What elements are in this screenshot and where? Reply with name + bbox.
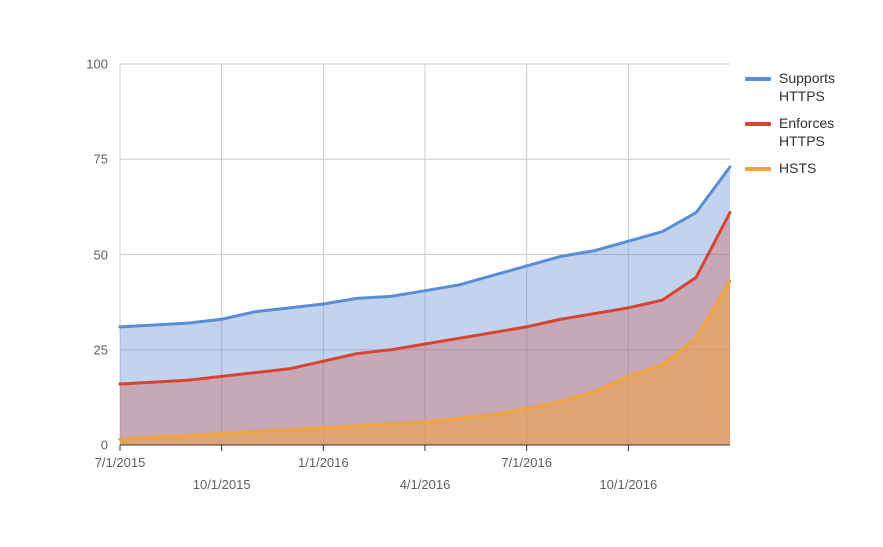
x-tick-label: 1/1/2016 [298, 455, 349, 470]
chart-container: Executive branch .gov parent domains (~1… [0, 0, 883, 547]
x-tick-label: 7/1/2015 [95, 455, 146, 470]
legend: Supports HTTPS Enforces HTTPS HSTS [745, 70, 859, 188]
legend-label: HSTS [779, 160, 816, 178]
x-tick-label: 7/1/2016 [501, 455, 552, 470]
legend-label: Enforces HTTPS [779, 115, 859, 150]
x-tick-label: 10/1/2015 [193, 477, 251, 492]
legend-swatch [745, 122, 771, 126]
legend-item: Supports HTTPS [745, 70, 859, 105]
legend-label: Supports HTTPS [779, 70, 859, 105]
legend-swatch [745, 167, 771, 171]
legend-swatch [745, 77, 771, 81]
legend-item: HSTS [745, 160, 859, 178]
legend-item: Enforces HTTPS [745, 115, 859, 150]
x-tick-label: 10/1/2016 [599, 477, 657, 492]
x-tick-label: 4/1/2016 [400, 477, 451, 492]
